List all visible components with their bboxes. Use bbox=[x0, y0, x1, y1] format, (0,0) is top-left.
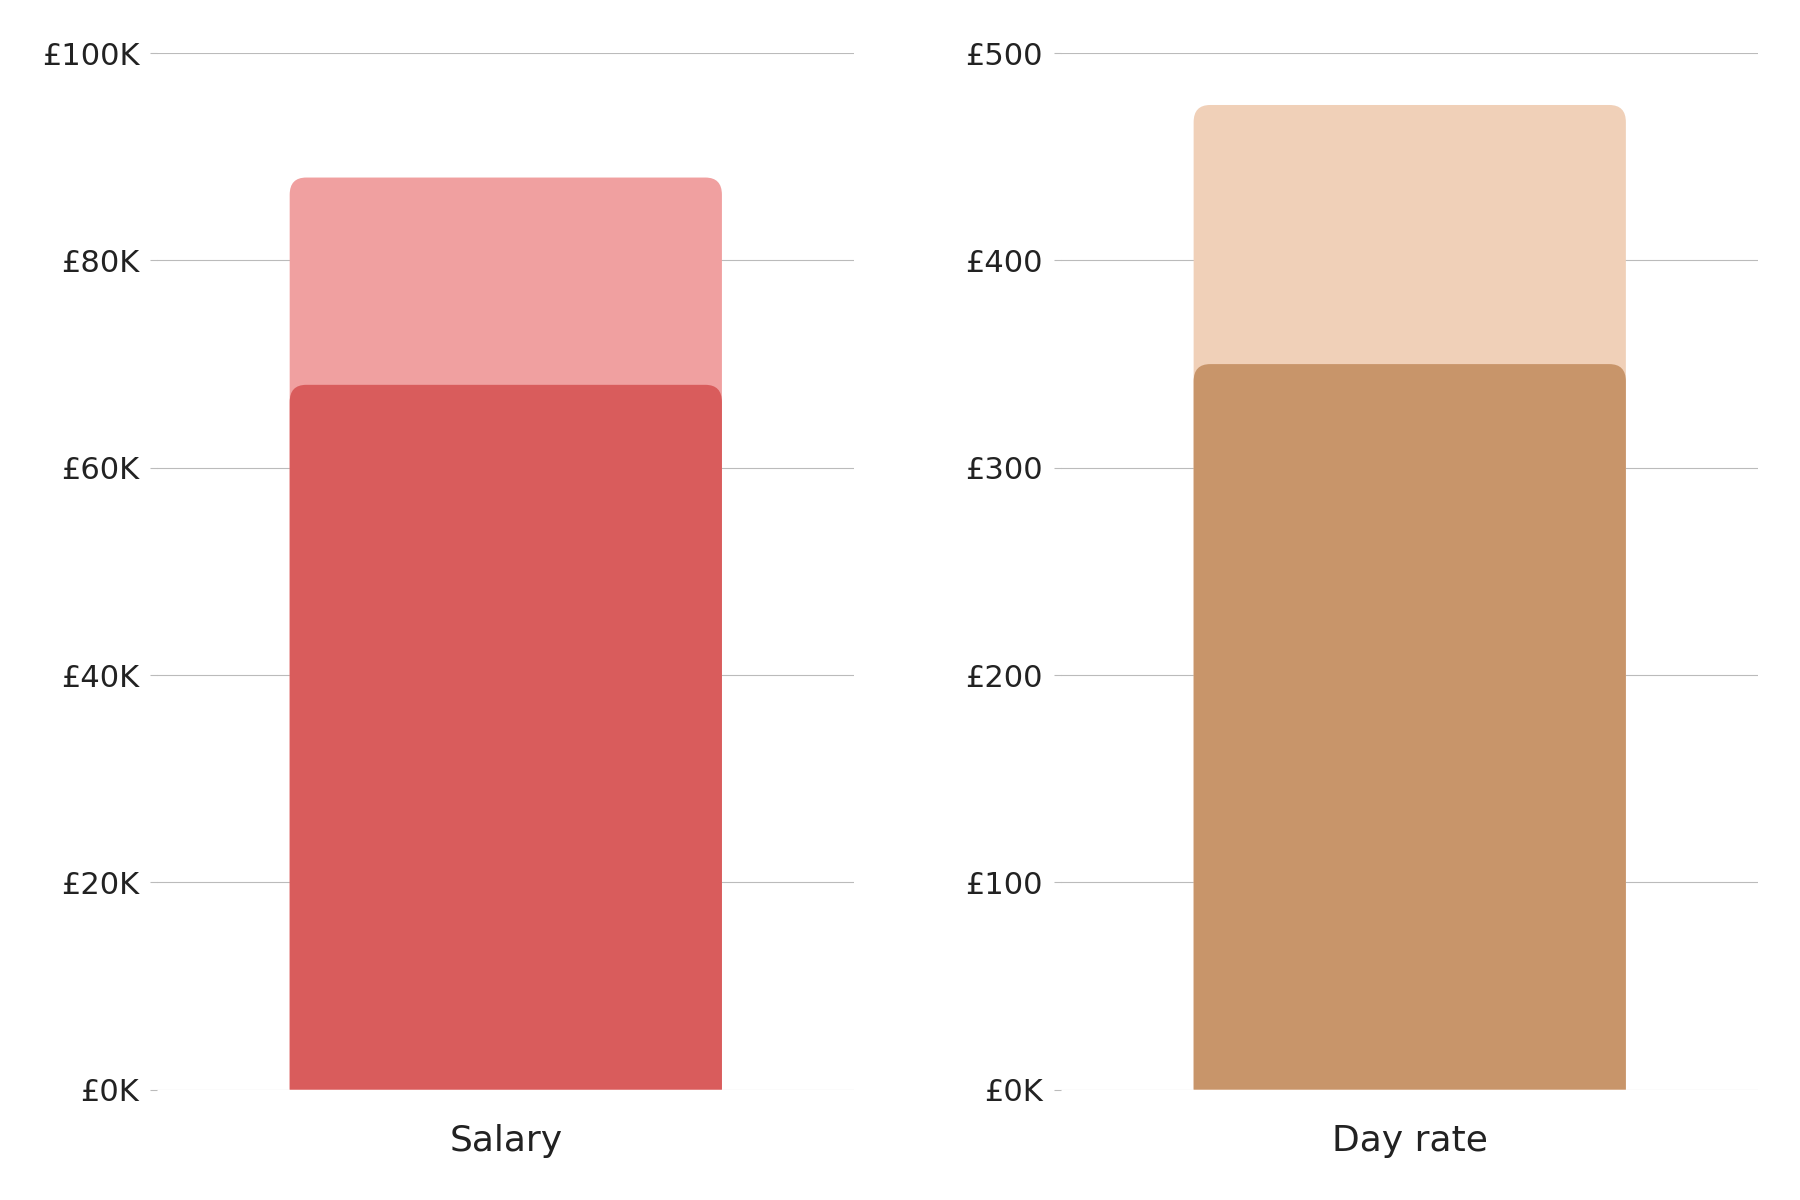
PathPatch shape bbox=[290, 178, 722, 1090]
X-axis label: Day rate: Day rate bbox=[1332, 1124, 1487, 1158]
X-axis label: Salary: Salary bbox=[450, 1124, 562, 1158]
PathPatch shape bbox=[1193, 104, 1625, 1090]
PathPatch shape bbox=[1193, 364, 1625, 1090]
PathPatch shape bbox=[290, 385, 722, 1090]
